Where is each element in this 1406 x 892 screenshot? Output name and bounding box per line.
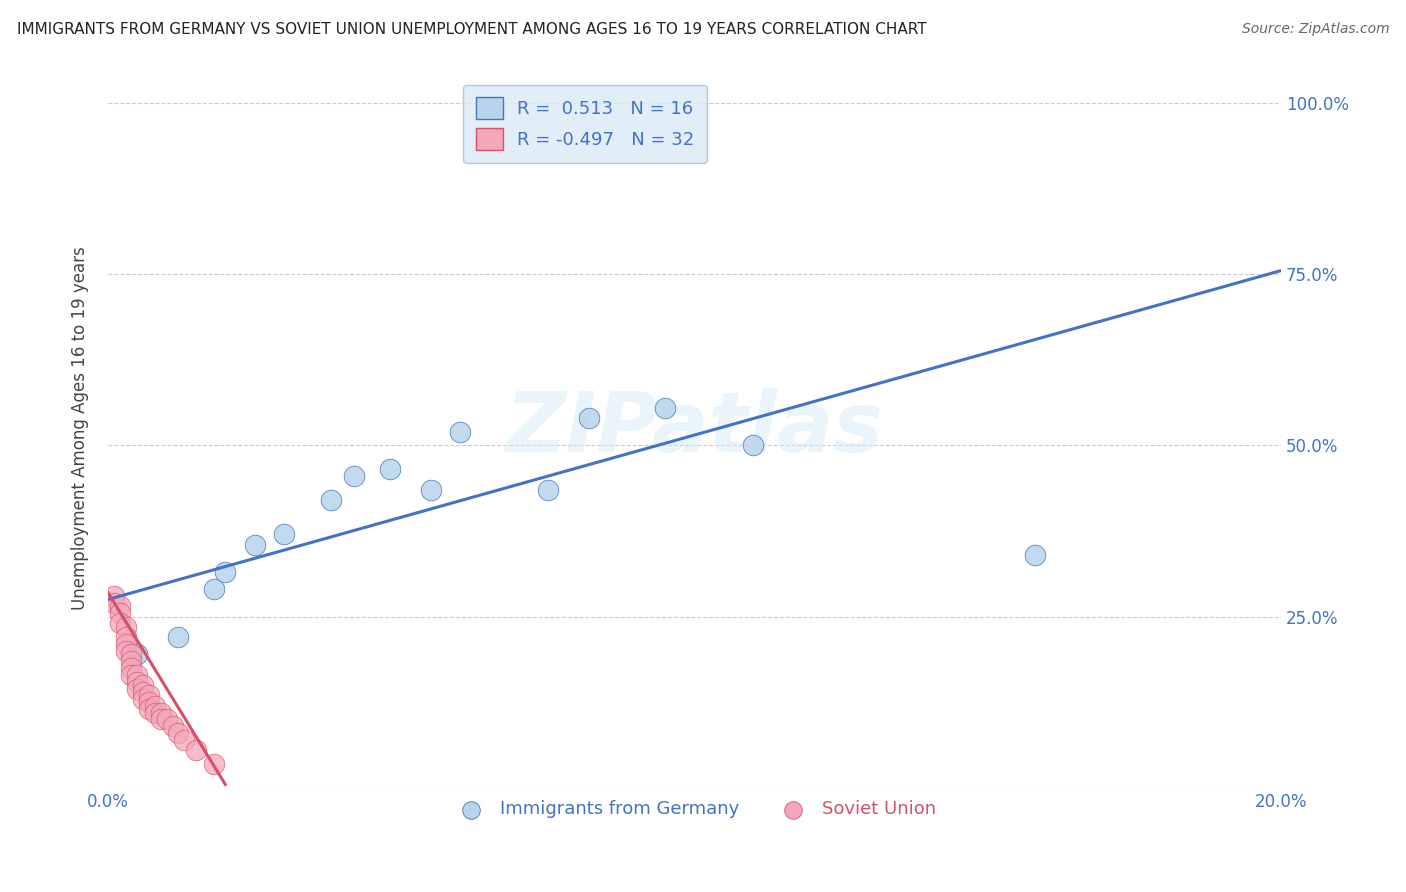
Point bbox=[1024, 548, 1046, 562]
Point bbox=[132, 691, 155, 706]
Point bbox=[108, 606, 131, 620]
Point bbox=[173, 732, 195, 747]
Point bbox=[143, 706, 166, 720]
Point bbox=[202, 582, 225, 597]
Point bbox=[132, 685, 155, 699]
Point bbox=[214, 565, 236, 579]
Point bbox=[127, 674, 149, 689]
Text: ZIPatlas: ZIPatlas bbox=[506, 388, 883, 468]
Point bbox=[138, 695, 160, 709]
Point bbox=[202, 756, 225, 771]
Text: Source: ZipAtlas.com: Source: ZipAtlas.com bbox=[1241, 22, 1389, 37]
Point bbox=[120, 654, 142, 668]
Point bbox=[742, 438, 765, 452]
Point bbox=[103, 596, 125, 610]
Point bbox=[108, 616, 131, 631]
Point bbox=[343, 469, 366, 483]
Point bbox=[143, 698, 166, 713]
Point bbox=[167, 726, 190, 740]
Point bbox=[114, 644, 136, 658]
Point bbox=[162, 719, 184, 733]
Point bbox=[149, 706, 172, 720]
Point bbox=[449, 425, 471, 439]
Point bbox=[114, 620, 136, 634]
Point bbox=[120, 647, 142, 661]
Point bbox=[654, 401, 676, 415]
Point bbox=[138, 702, 160, 716]
Point bbox=[167, 630, 190, 644]
Point bbox=[156, 712, 179, 726]
Point bbox=[127, 668, 149, 682]
Point bbox=[120, 661, 142, 675]
Point bbox=[103, 589, 125, 603]
Point bbox=[127, 681, 149, 696]
Point bbox=[243, 538, 266, 552]
Point bbox=[184, 743, 207, 757]
Point bbox=[138, 689, 160, 703]
Y-axis label: Unemployment Among Ages 16 to 19 years: Unemployment Among Ages 16 to 19 years bbox=[72, 246, 89, 610]
Point bbox=[537, 483, 560, 497]
Legend: Immigrants from Germany, Soviet Union: Immigrants from Germany, Soviet Union bbox=[446, 793, 943, 826]
Point bbox=[149, 712, 172, 726]
Point bbox=[419, 483, 441, 497]
Point bbox=[273, 527, 295, 541]
Point bbox=[120, 668, 142, 682]
Point bbox=[578, 411, 600, 425]
Point bbox=[114, 637, 136, 651]
Text: IMMIGRANTS FROM GERMANY VS SOVIET UNION UNEMPLOYMENT AMONG AGES 16 TO 19 YEARS C: IMMIGRANTS FROM GERMANY VS SOVIET UNION … bbox=[17, 22, 927, 37]
Point bbox=[132, 678, 155, 692]
Point bbox=[378, 462, 401, 476]
Point bbox=[127, 647, 149, 661]
Point bbox=[319, 493, 342, 508]
Point bbox=[114, 630, 136, 644]
Point bbox=[108, 599, 131, 614]
